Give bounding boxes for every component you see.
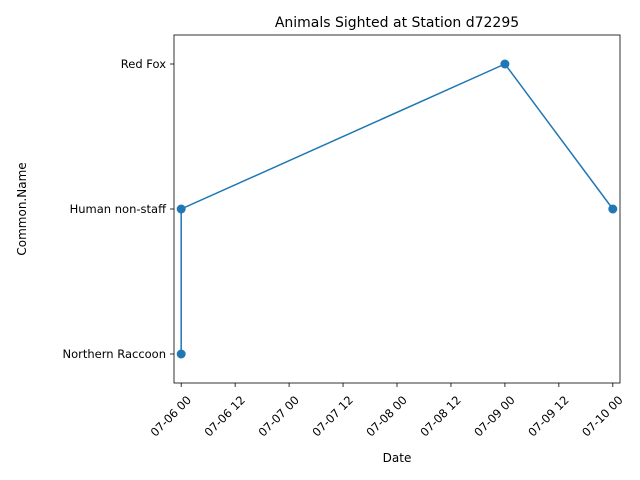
y-axis-ticks: Northern Raccoon Human non-staff Red Fox [63, 57, 174, 361]
x-tick-label: 07-07 00 [255, 393, 301, 439]
y-axis-label: Common.Name [15, 162, 29, 255]
axes-frame [173, 34, 621, 384]
y-tick-label: Human non-staff [70, 202, 167, 216]
x-tick-label: 07-08 00 [363, 393, 409, 439]
x-axis-label: Date [383, 451, 412, 465]
chart-title: Animals Sighted at Station d72295 [275, 15, 519, 31]
data-point [608, 204, 618, 214]
y-tick-label: Northern Raccoon [63, 347, 167, 361]
x-tick-label: 07-09 12 [525, 393, 571, 439]
x-tick-label: 07-06 12 [201, 393, 247, 439]
x-tick-label: 07-09 00 [471, 393, 517, 439]
x-tick-label: 07-06 00 [148, 393, 194, 439]
x-tick-label: 07-08 12 [417, 393, 463, 439]
x-axis-ticks: 07-06 00 07-06 12 07-07 00 07-07 12 07-08 00… [148, 383, 626, 439]
series-line [180, 63, 614, 354]
x-tick-label: 07-10 00 [579, 393, 625, 439]
data-point [176, 349, 186, 359]
data-point [176, 204, 186, 214]
x-tick-label: 07-07 12 [309, 393, 355, 439]
plot-area [176, 59, 618, 359]
data-point [500, 59, 510, 69]
y-tick-label: Red Fox [121, 57, 166, 71]
